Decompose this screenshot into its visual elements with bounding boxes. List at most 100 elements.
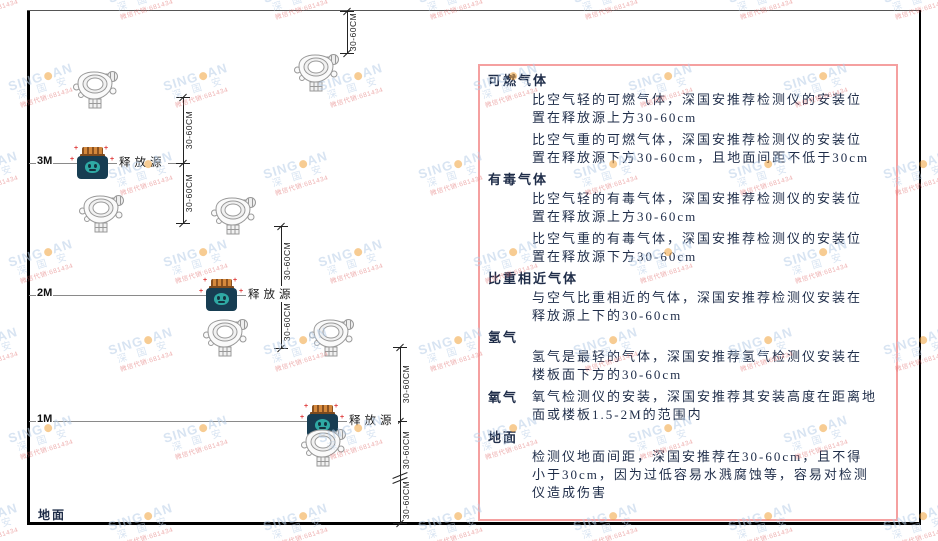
emission-spark: + bbox=[203, 277, 208, 284]
watermark-contact-text: 微信代销:681434 bbox=[429, 0, 485, 22]
watermark-brand-prefix: SING bbox=[726, 0, 765, 6]
watermark-brand-suffix: AN bbox=[925, 148, 938, 169]
section-heading: 地面 bbox=[488, 430, 519, 445]
section-paragraph: 检测仪地面间距，深国安推荐在30-60cm，且不得小于30cm，因为过低容易水溅… bbox=[532, 449, 869, 500]
watermark-orange-dot-icon bbox=[197, 246, 208, 257]
release-source-label: 释放源 bbox=[347, 412, 398, 428]
height-level-label: 2M bbox=[36, 287, 54, 299]
dimension-label: 30-60CM bbox=[348, 12, 358, 52]
watermark-brand-suffix: AN bbox=[50, 412, 75, 433]
release-source-eye-right bbox=[94, 164, 97, 168]
release-source-icon: + + + + bbox=[199, 277, 243, 312]
section-paragraph: 氢气是最轻的气体，深国安推荐氢气检测仪安装在楼板面下方的30-60cm bbox=[532, 349, 863, 382]
watermark-orange-dot-icon bbox=[297, 158, 308, 169]
watermark-brand-prefix: SING bbox=[571, 0, 610, 6]
watermark-brand-suffix: AN bbox=[305, 500, 330, 521]
watermark-chinese-text: 深 国 安 bbox=[580, 0, 637, 14]
watermark-brand-suffix: AN bbox=[205, 412, 230, 433]
section-heading: 氢气 bbox=[488, 330, 519, 345]
dimension-line bbox=[400, 347, 401, 523]
watermark-orange-dot-icon bbox=[142, 334, 153, 345]
release-source-eye-left bbox=[88, 164, 91, 168]
gas-detector-icon bbox=[300, 426, 346, 468]
guideline-section: 地面 检测仪地面间距，深国安推荐在30-60cm，且不得小于30cm，因为过低容易… bbox=[488, 429, 886, 502]
guideline-section: 氢气 氢气是最轻的气体，深国安推荐氢气检测仪安装在楼板面下方的30-60cm bbox=[488, 329, 886, 384]
watermark-brand-suffix: AN bbox=[205, 60, 230, 81]
release-source-cap-brim bbox=[80, 154, 105, 157]
watermark-contact-text: 微信代销:681434 bbox=[329, 262, 385, 286]
watermark-brand-suffix: AN bbox=[305, 148, 330, 169]
watermark-chinese-text: 深 国 安 bbox=[170, 427, 227, 454]
watermark-contact-text: 微信代销:681434 bbox=[274, 0, 330, 22]
watermark-chinese-text: 深 国 安 bbox=[325, 251, 382, 278]
watermark-chinese-text: 深 国 安 bbox=[735, 0, 792, 14]
emission-spark: + bbox=[300, 414, 305, 421]
watermark-brand-prefix: SING bbox=[416, 333, 455, 358]
watermark-contact-text: 微信代销:681434 bbox=[584, 526, 640, 541]
watermark-contact-text: 微信代销:681434 bbox=[0, 350, 20, 374]
watermark-orange-dot-icon bbox=[452, 158, 463, 169]
watermark-brand-prefix: SING bbox=[106, 0, 145, 6]
watermark-brand-suffix: AN bbox=[50, 60, 75, 81]
release-source-label: 释放源 bbox=[246, 286, 297, 302]
section-paragraph: 比空气轻的可燃气体，深国安推荐检测仪的安装位置在释放源上方30-60cm bbox=[532, 92, 863, 125]
gas-detector-icon bbox=[210, 194, 256, 236]
guideline-section: 有毒气体 比空气轻的有毒气体，深国安推荐检测仪的安装位置在释放源上方30-60cm… bbox=[488, 171, 886, 266]
watermark-chinese-text: 深 国 安 bbox=[115, 0, 172, 14]
section-heading: 比重相近气体 bbox=[488, 271, 579, 286]
watermark-contact-text: 微信代销:681434 bbox=[119, 526, 175, 541]
watermark-contact-text: 微信代销:681434 bbox=[274, 174, 330, 198]
height-level-line bbox=[29, 295, 281, 296]
watermark-brand-prefix: SING bbox=[161, 69, 200, 94]
release-source-eye-left bbox=[217, 296, 220, 300]
watermark-brand-prefix: SING bbox=[881, 0, 920, 6]
gas-detector-icon bbox=[308, 316, 354, 358]
watermark-orange-dot-icon bbox=[297, 334, 308, 345]
gas-detector-icon bbox=[78, 192, 124, 234]
emission-spark: + bbox=[110, 156, 115, 163]
watermark-chinese-text: 深 国 安 bbox=[15, 251, 72, 278]
release-source-cap bbox=[312, 405, 333, 413]
watermark-contact-text: 微信代销:681434 bbox=[429, 526, 485, 541]
dimension-line bbox=[347, 11, 348, 53]
ground-label: 地面 bbox=[38, 508, 67, 522]
watermark-orange-dot-icon bbox=[352, 246, 363, 257]
watermark-orange-dot-icon bbox=[452, 334, 463, 345]
watermark-brand-suffix: AN bbox=[0, 148, 20, 169]
watermark-contact-text: 微信代销:681434 bbox=[584, 0, 640, 22]
gas-detector-icon bbox=[202, 316, 248, 358]
emission-spark: + bbox=[304, 403, 309, 410]
watermark-brand-suffix: AN bbox=[150, 500, 175, 521]
watermark-orange-dot-icon bbox=[352, 70, 363, 81]
watermark-chinese-text: 深 国 安 bbox=[0, 0, 23, 16]
release-source-cap-brim bbox=[310, 412, 335, 415]
watermark-contact-text: 微信代销:681434 bbox=[739, 0, 795, 22]
section-paragraph: 比空气重的可燃气体，深国安推荐检测仪的安装位置在释放源下方30-60cm，且地面… bbox=[532, 132, 870, 165]
watermark-brand-suffix: AN bbox=[0, 500, 20, 521]
emission-spark: + bbox=[233, 277, 238, 284]
watermark-brand-prefix: SING bbox=[261, 157, 300, 182]
watermark-contact-text: 微信代销:681434 bbox=[119, 0, 175, 22]
watermark-contact-text: 微信代销:681434 bbox=[0, 0, 20, 22]
watermark-contact-text: 微信代销:681434 bbox=[894, 0, 938, 22]
watermark-contact-text: 微信代销:681434 bbox=[739, 526, 795, 541]
release-source-eye-right bbox=[223, 296, 226, 300]
ground-line bbox=[27, 522, 921, 525]
release-source-face bbox=[85, 161, 100, 173]
